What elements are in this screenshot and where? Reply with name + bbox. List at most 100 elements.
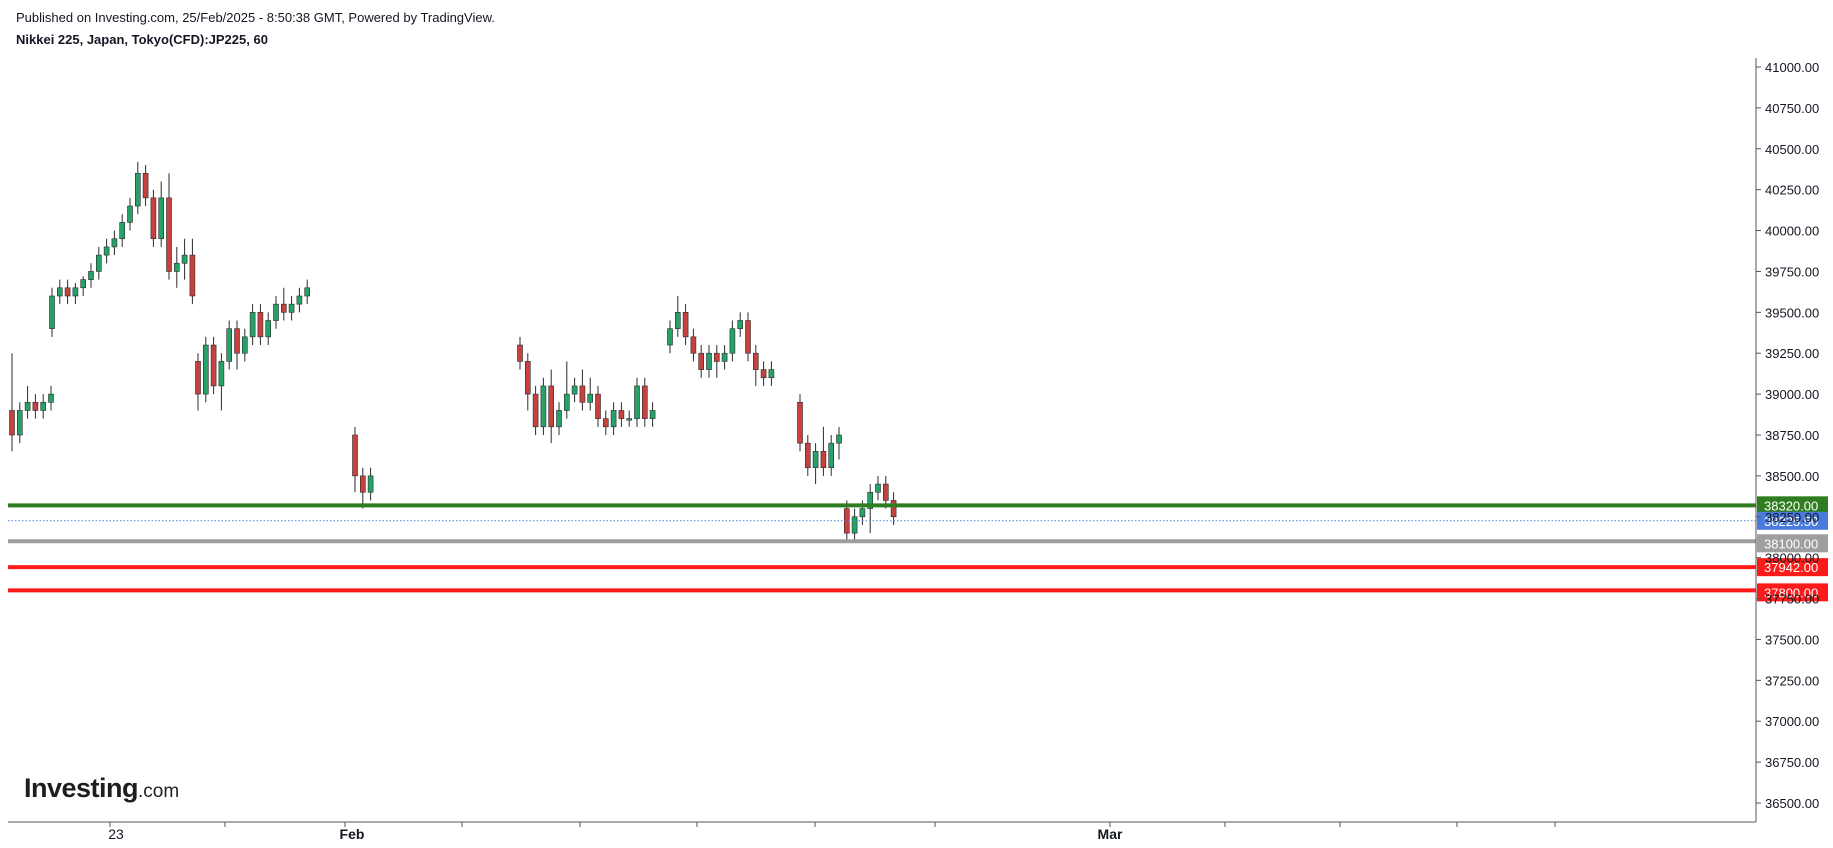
candle-body	[367, 475, 374, 493]
candle-body	[166, 197, 172, 272]
candle-body	[698, 352, 705, 370]
level-badge-label: 37942.00	[1764, 560, 1818, 575]
price-tick-label: 38250.00	[1765, 510, 1819, 525]
price-tick-label: 40000.00	[1765, 224, 1819, 239]
candle-body	[195, 361, 201, 395]
candle-body	[265, 320, 272, 338]
level-badge	[1757, 558, 1828, 577]
candle-body	[571, 385, 578, 395]
candle-body	[226, 328, 232, 362]
candle-body	[280, 303, 287, 313]
candle-body	[142, 173, 149, 199]
candle-body	[234, 328, 240, 354]
candle-body	[674, 312, 681, 329]
candle-body	[119, 222, 125, 240]
candle-body	[890, 500, 897, 518]
candle-body	[111, 238, 118, 248]
candle-body	[618, 410, 625, 419]
candle-body	[563, 393, 570, 411]
candle-body	[828, 442, 835, 469]
price-tick-label: 39250.00	[1765, 346, 1819, 361]
candle-body	[729, 328, 736, 354]
candle-body	[210, 344, 217, 387]
candle-body	[532, 393, 539, 428]
candle-body	[72, 287, 79, 297]
candle-body	[768, 369, 775, 379]
candle-body	[836, 434, 842, 444]
candle-body	[16, 410, 23, 436]
candle-body	[797, 401, 803, 444]
price-tick-label: 36750.00	[1765, 755, 1819, 770]
price-tick-label: 37000.00	[1765, 714, 1819, 729]
candle-body	[851, 516, 858, 534]
candle-body	[56, 287, 63, 297]
time-tick-label: Mar	[1098, 826, 1123, 842]
candle-body	[760, 369, 767, 379]
price-tick-label: 38750.00	[1765, 428, 1819, 443]
candle-body	[80, 279, 86, 289]
candle-body	[682, 312, 689, 338]
price-tick-label: 38500.00	[1765, 469, 1819, 484]
candle-body	[304, 287, 311, 297]
candle-body	[579, 385, 586, 403]
level-badge-label: 38320.00	[1764, 498, 1818, 513]
level-badge-label: 38225.50	[1764, 514, 1818, 529]
price-tick-label: 37750.00	[1765, 592, 1819, 607]
level-badge	[1757, 511, 1828, 530]
price-tick-label: 37500.00	[1765, 632, 1819, 647]
candle-body	[24, 401, 31, 411]
candle-body	[150, 197, 157, 240]
time-tick-label: Feb	[340, 826, 365, 842]
candle-body	[48, 393, 54, 403]
candle-body	[649, 410, 656, 419]
level-badge-label: 37800.00	[1764, 585, 1818, 600]
price-tick-label: 39750.00	[1765, 264, 1819, 279]
candle-body	[610, 410, 617, 428]
candle-body	[820, 451, 827, 469]
candle-body	[737, 320, 744, 329]
candle-body	[556, 410, 562, 428]
candle-body	[273, 303, 279, 321]
candle-body	[174, 262, 180, 272]
price-tick-label: 38000.00	[1765, 551, 1819, 566]
candle-body	[745, 320, 751, 354]
candle-body	[257, 312, 264, 338]
candle-body	[88, 271, 94, 280]
candle-body	[135, 173, 141, 207]
axes-layer: 41000.00 40750.00 40500.00 40250.00 40000.00…	[8, 58, 1819, 842]
candle-body	[249, 312, 256, 338]
candle-body	[40, 401, 47, 411]
candle-body	[49, 295, 55, 329]
level-badge-label: 38100.00	[1764, 536, 1818, 551]
candle-body	[690, 336, 697, 354]
price-tick-label: 39500.00	[1765, 305, 1819, 320]
candle-body	[804, 442, 811, 469]
candle-body	[203, 344, 209, 395]
candle-body	[859, 508, 866, 518]
candle-body	[32, 401, 39, 411]
candle-body	[352, 434, 358, 477]
candle-body	[867, 491, 874, 509]
candle-body	[667, 328, 673, 346]
candle-body	[812, 451, 819, 469]
candle-body	[587, 393, 594, 403]
candle-body	[713, 352, 720, 362]
candle-body	[96, 254, 102, 272]
candle-body	[875, 483, 881, 493]
price-tick-label: 39000.00	[1765, 387, 1819, 402]
level-badge	[1757, 534, 1828, 553]
candle-body	[721, 352, 728, 362]
level-badge	[1757, 583, 1828, 602]
candle-body	[158, 197, 164, 240]
candle-body	[524, 361, 531, 395]
candle-body	[595, 393, 601, 419]
candle-body	[103, 246, 110, 256]
candle-body	[242, 336, 248, 354]
price-tick-label: 40250.00	[1765, 183, 1819, 198]
price-tick-label: 36500.00	[1765, 796, 1819, 811]
price-tick-label: 40500.00	[1765, 142, 1819, 157]
candle-body	[64, 287, 71, 297]
price-tick-label: 41000.00	[1765, 60, 1819, 75]
